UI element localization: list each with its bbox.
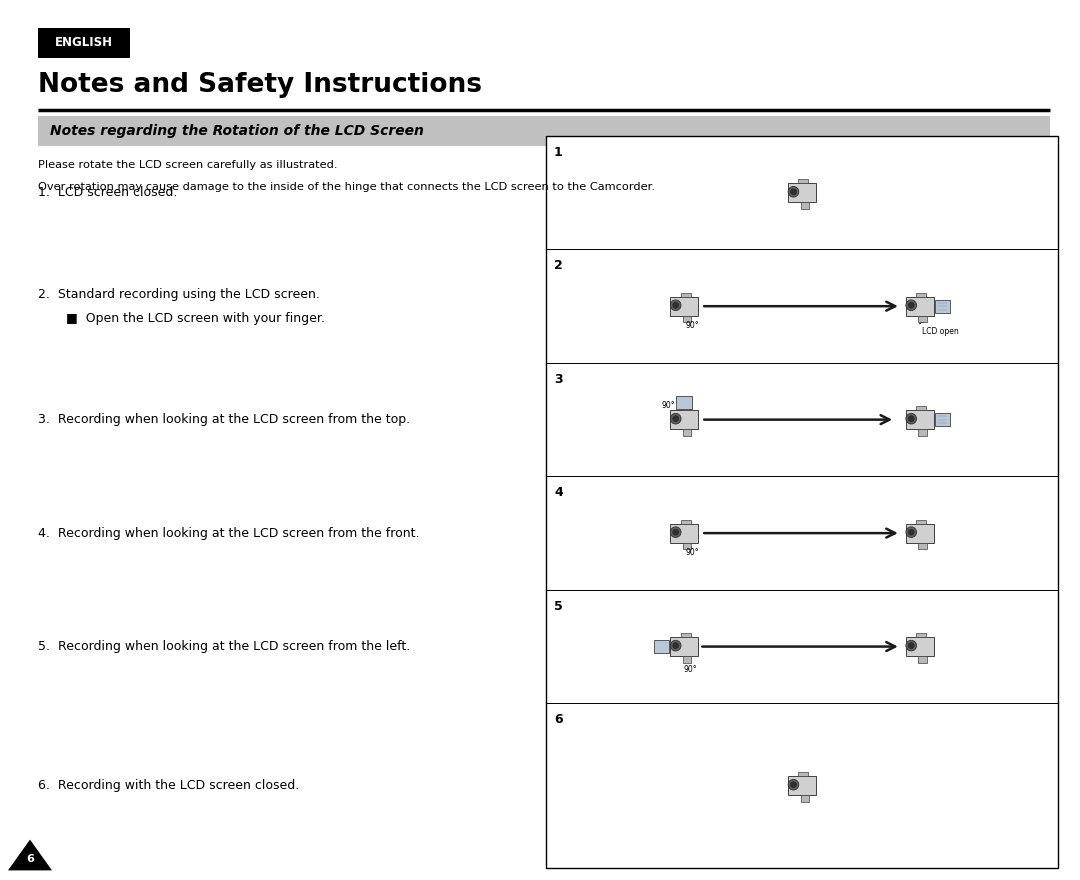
Text: Please rotate the LCD screen carefully as illustrated.: Please rotate the LCD screen carefully a…: [38, 160, 337, 170]
Bar: [916, 520, 927, 524]
Bar: [670, 524, 699, 543]
Bar: [905, 637, 934, 656]
Text: 4.  Recording when looking at the LCD screen from the front.: 4. Recording when looking at the LCD scr…: [38, 526, 419, 539]
Bar: [683, 316, 691, 322]
Text: Notes and Safety Instructions: Notes and Safety Instructions: [38, 72, 482, 98]
Circle shape: [788, 187, 799, 197]
Circle shape: [908, 642, 914, 649]
Bar: [918, 429, 927, 436]
Text: Over rotation may cause damage to the inside of the hinge that connects the LCD : Over rotation may cause damage to the in…: [38, 182, 654, 192]
Circle shape: [906, 527, 917, 538]
Bar: [918, 316, 927, 322]
Circle shape: [673, 303, 678, 308]
Bar: [676, 526, 692, 539]
Text: 2: 2: [554, 260, 563, 273]
Circle shape: [906, 300, 917, 311]
Circle shape: [671, 300, 681, 311]
Text: 90°: 90°: [686, 547, 700, 556]
Bar: [800, 202, 809, 209]
Bar: [683, 429, 691, 436]
Bar: [670, 637, 699, 656]
Text: 90°: 90°: [661, 401, 675, 410]
Circle shape: [908, 529, 914, 535]
Bar: [916, 634, 927, 637]
Bar: [787, 183, 816, 202]
Bar: [905, 524, 934, 543]
Bar: [798, 180, 809, 183]
Bar: [905, 410, 934, 429]
Circle shape: [673, 642, 678, 649]
Circle shape: [906, 641, 917, 651]
Text: LCD open: LCD open: [922, 327, 959, 336]
Bar: [683, 543, 691, 549]
Bar: [38, 116, 1050, 146]
Text: 3.  Recording when looking at the LCD screen from the top.: 3. Recording when looking at the LCD scr…: [38, 413, 410, 426]
Bar: [546, 136, 1058, 868]
Circle shape: [791, 189, 796, 194]
Bar: [800, 796, 809, 802]
Circle shape: [671, 414, 681, 424]
Text: 1: 1: [554, 146, 563, 159]
Bar: [676, 396, 692, 409]
Text: 6: 6: [26, 854, 33, 864]
Text: 1.  LCD screen closed.: 1. LCD screen closed.: [38, 187, 177, 199]
Bar: [918, 656, 927, 663]
Text: 90°: 90°: [686, 320, 700, 330]
Bar: [935, 299, 950, 312]
Bar: [680, 634, 690, 637]
Circle shape: [671, 641, 681, 651]
Circle shape: [673, 415, 678, 422]
Bar: [916, 293, 927, 297]
Bar: [918, 543, 927, 549]
Bar: [670, 410, 699, 429]
Polygon shape: [8, 840, 52, 870]
Text: 3: 3: [554, 373, 563, 386]
Text: ENGLISH: ENGLISH: [55, 36, 113, 49]
Bar: [680, 293, 690, 297]
Circle shape: [671, 527, 681, 538]
Text: 4: 4: [554, 487, 563, 499]
Text: 5: 5: [554, 600, 563, 612]
Text: Notes regarding the Rotation of the LCD Screen: Notes regarding the Rotation of the LCD …: [50, 124, 423, 138]
Circle shape: [791, 781, 796, 788]
Bar: [787, 776, 816, 796]
Bar: [798, 773, 809, 776]
Bar: [683, 656, 691, 663]
Circle shape: [906, 414, 917, 424]
Circle shape: [908, 415, 914, 422]
Bar: [916, 407, 927, 410]
Bar: [905, 297, 934, 316]
Text: 6: 6: [554, 714, 563, 726]
Text: 2.  Standard recording using the LCD screen.: 2. Standard recording using the LCD scre…: [38, 288, 320, 301]
Bar: [935, 413, 950, 426]
Bar: [670, 297, 699, 316]
Text: 90°: 90°: [684, 664, 697, 674]
Circle shape: [908, 303, 914, 308]
Text: 6.  Recording with the LCD screen closed.: 6. Recording with the LCD screen closed.: [38, 779, 299, 792]
Circle shape: [788, 780, 799, 790]
Bar: [680, 407, 690, 410]
Bar: [680, 520, 690, 524]
Text: 5.  Recording when looking at the LCD screen from the left.: 5. Recording when looking at the LCD scr…: [38, 640, 410, 653]
Circle shape: [673, 529, 678, 535]
Bar: [653, 640, 670, 653]
Bar: [38, 28, 130, 58]
Text: ■  Open the LCD screen with your finger.: ■ Open the LCD screen with your finger.: [66, 312, 325, 325]
